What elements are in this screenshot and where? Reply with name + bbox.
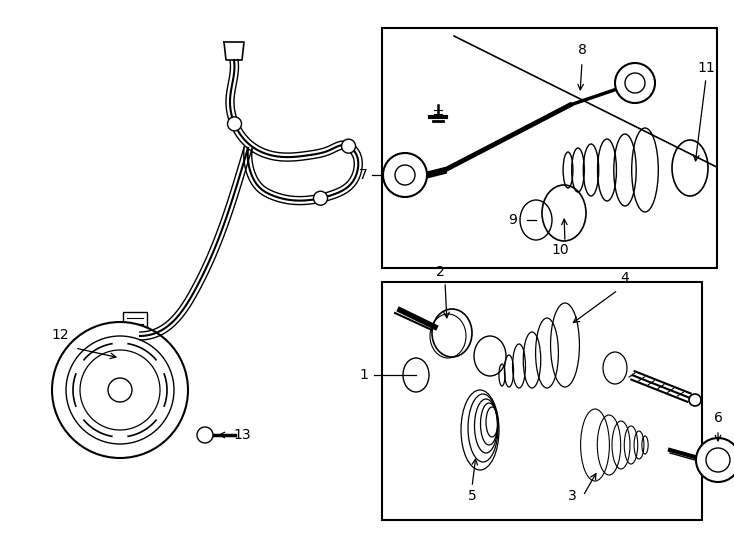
Text: 6: 6 bbox=[713, 411, 722, 425]
Text: 3: 3 bbox=[567, 489, 576, 503]
Circle shape bbox=[706, 448, 730, 472]
Text: 7: 7 bbox=[359, 168, 368, 182]
Text: 4: 4 bbox=[621, 271, 629, 285]
Circle shape bbox=[313, 191, 327, 205]
Text: 8: 8 bbox=[578, 43, 586, 57]
Text: 9: 9 bbox=[509, 213, 517, 227]
Text: 5: 5 bbox=[468, 489, 476, 503]
Circle shape bbox=[625, 73, 645, 93]
Circle shape bbox=[689, 394, 701, 406]
Circle shape bbox=[52, 322, 188, 458]
Circle shape bbox=[228, 117, 241, 131]
Circle shape bbox=[197, 427, 213, 443]
Polygon shape bbox=[224, 42, 244, 60]
Bar bbox=[382, 28, 717, 268]
Bar bbox=[123, 312, 147, 328]
Text: 2: 2 bbox=[435, 265, 444, 279]
Circle shape bbox=[80, 350, 160, 430]
Text: 12: 12 bbox=[51, 328, 69, 342]
Circle shape bbox=[615, 63, 655, 103]
Text: 1: 1 bbox=[360, 368, 368, 382]
Text: 10: 10 bbox=[551, 243, 569, 257]
Circle shape bbox=[341, 139, 355, 153]
Bar bbox=[382, 282, 702, 520]
Text: 13: 13 bbox=[233, 428, 251, 442]
Circle shape bbox=[108, 378, 132, 402]
Circle shape bbox=[395, 165, 415, 185]
Circle shape bbox=[383, 153, 427, 197]
Circle shape bbox=[66, 336, 174, 444]
Circle shape bbox=[696, 438, 734, 482]
Text: 11: 11 bbox=[697, 61, 715, 75]
